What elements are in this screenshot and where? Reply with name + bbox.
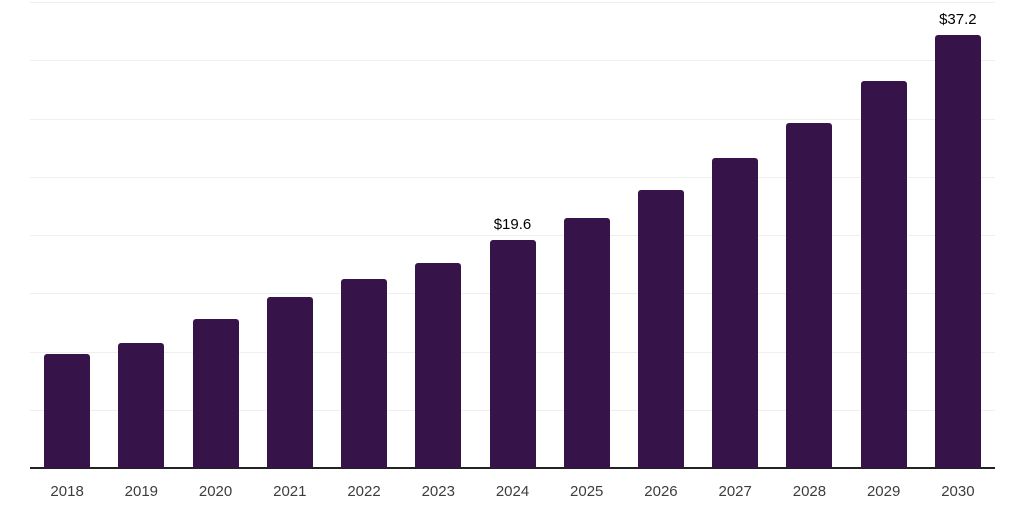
data-label-2030: $37.2 <box>939 10 977 28</box>
bar-2026 <box>637 189 684 468</box>
gridline-y-20 <box>30 235 995 236</box>
x-tick-2028: 2028 <box>792 483 827 500</box>
x-tick-2023: 2023 <box>421 483 455 500</box>
bar-2030 <box>934 34 981 468</box>
bar-2029 <box>860 81 907 468</box>
bar-2021 <box>266 296 313 468</box>
gridline-y-25 <box>30 176 995 178</box>
x-tick-2029: 2029 <box>866 483 901 500</box>
bar-2019 <box>118 343 165 468</box>
data-label-2024: $19.6 <box>493 215 532 233</box>
x-tick-2030: 2030 <box>941 483 975 500</box>
x-tick-2020: 2020 <box>198 483 233 500</box>
x-tick-2021: 2021 <box>273 483 307 500</box>
bar-2027 <box>712 158 759 468</box>
bar-2022 <box>341 279 388 468</box>
x-tick-2019: 2019 <box>124 483 159 500</box>
x-tick-2025: 2025 <box>570 483 604 500</box>
bar-2024 <box>489 239 536 468</box>
x-tick-2022: 2022 <box>347 483 381 500</box>
x-tick-2018: 2018 <box>50 483 84 500</box>
x-axis-line <box>30 467 995 469</box>
x-tick-2026: 2026 <box>644 483 678 500</box>
bar-2025 <box>563 217 610 468</box>
bar-2020 <box>192 318 239 468</box>
gridline-y-35 <box>30 60 995 62</box>
gridline-y-30 <box>30 118 995 120</box>
bar-2018 <box>44 353 91 468</box>
x-tick-2027: 2027 <box>718 483 752 500</box>
x-tick-2024: 2024 <box>495 483 530 500</box>
bar-2023 <box>415 262 462 468</box>
gridline-y-40 <box>30 2 995 3</box>
bar-2028 <box>786 123 833 468</box>
